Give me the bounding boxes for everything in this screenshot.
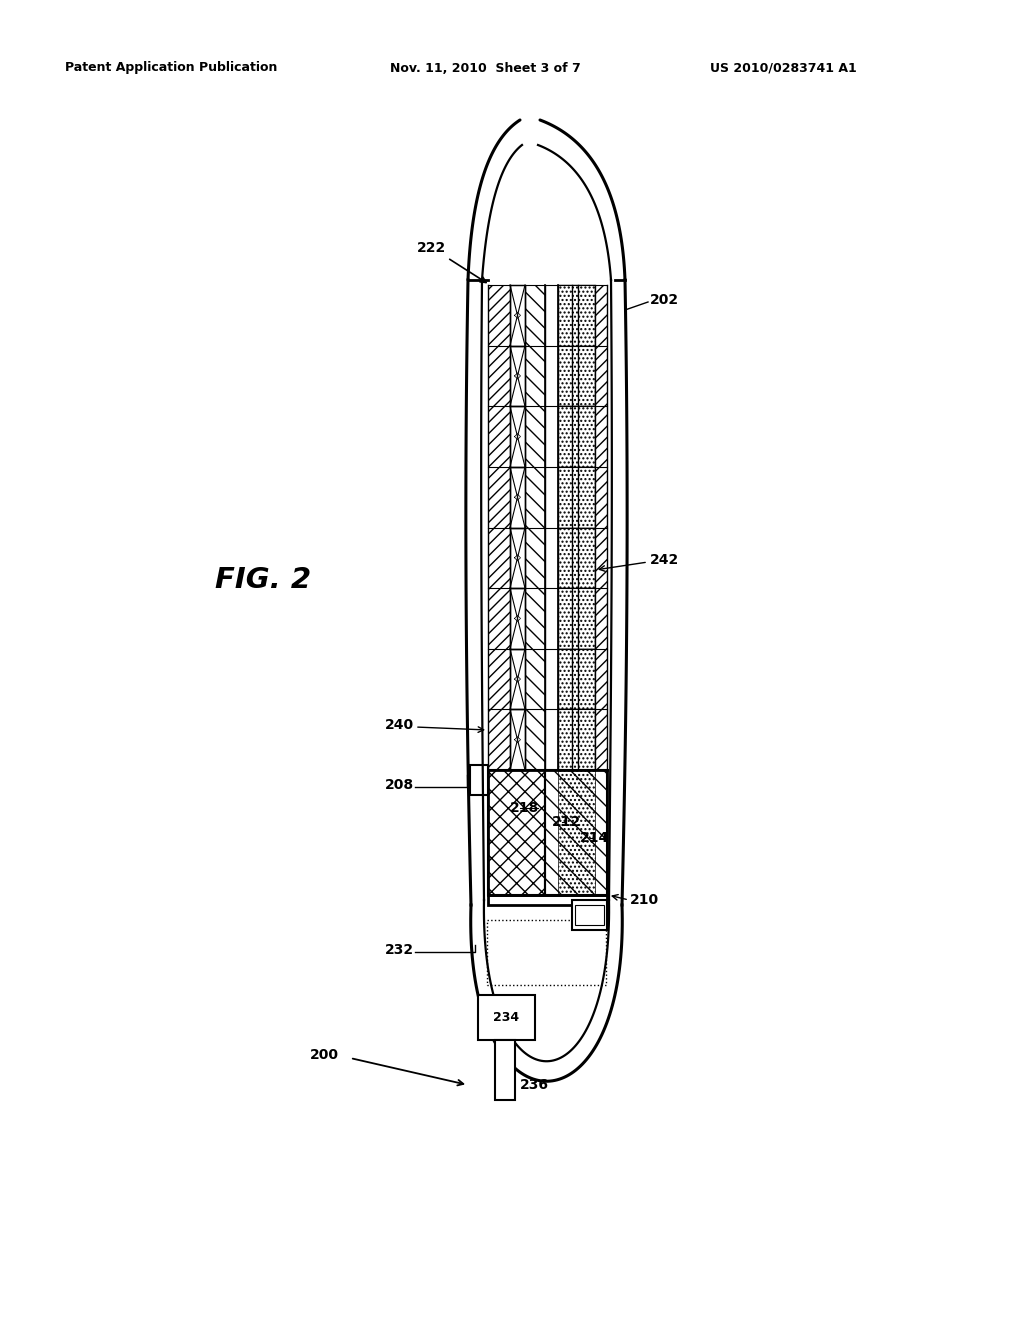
- Bar: [572, 900, 607, 931]
- Bar: [558, 589, 595, 648]
- Bar: [558, 285, 595, 346]
- Bar: [488, 895, 607, 906]
- Text: 240: 240: [385, 718, 414, 733]
- Text: FIG. 2: FIG. 2: [215, 566, 311, 594]
- Bar: [487, 920, 606, 985]
- Text: 222: 222: [418, 242, 486, 282]
- Text: 210: 210: [630, 894, 659, 907]
- Bar: [558, 648, 595, 709]
- Bar: [558, 467, 595, 528]
- Text: US 2010/0283741 A1: US 2010/0283741 A1: [710, 62, 857, 74]
- Bar: [495, 1040, 515, 1100]
- Bar: [558, 346, 595, 407]
- Bar: [558, 709, 595, 770]
- Text: 212: 212: [552, 814, 582, 829]
- Bar: [478, 995, 535, 1040]
- Text: Patent Application Publication: Patent Application Publication: [65, 62, 278, 74]
- Bar: [575, 906, 604, 925]
- Bar: [488, 770, 545, 895]
- Text: 232: 232: [385, 942, 414, 957]
- Bar: [525, 285, 545, 770]
- Text: 208: 208: [385, 777, 414, 792]
- Text: 202: 202: [650, 293, 679, 308]
- Text: 236: 236: [520, 1078, 549, 1092]
- Bar: [558, 407, 595, 467]
- Bar: [488, 285, 510, 770]
- Text: 218: 218: [510, 801, 540, 814]
- Text: 200: 200: [310, 1048, 339, 1063]
- Text: 242: 242: [650, 553, 679, 568]
- Bar: [545, 770, 607, 895]
- Bar: [558, 528, 595, 589]
- Bar: [558, 770, 595, 895]
- Text: 234: 234: [494, 1011, 519, 1024]
- Text: 214: 214: [580, 832, 609, 845]
- Bar: [470, 766, 488, 795]
- Bar: [595, 285, 607, 770]
- Text: Nov. 11, 2010  Sheet 3 of 7: Nov. 11, 2010 Sheet 3 of 7: [390, 62, 581, 74]
